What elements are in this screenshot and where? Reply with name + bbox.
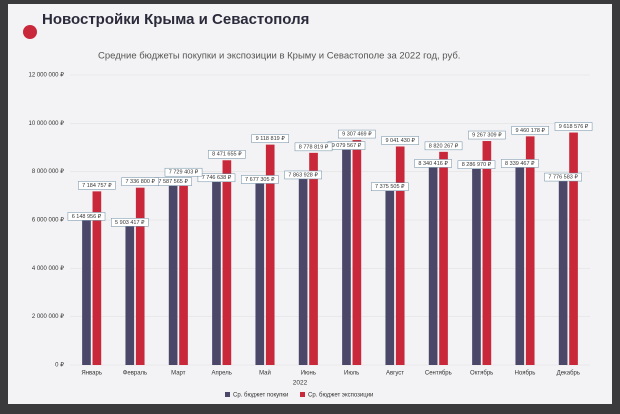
y-tick-label: 6 000 000 ₽ <box>32 217 64 224</box>
value-label: 7 375 505 ₽ <box>375 183 405 190</box>
chart-title: Новостройки Крыма и Севастополя <box>42 11 309 28</box>
bar <box>179 178 188 365</box>
value-label-box <box>251 134 289 143</box>
x-tick-label: Октябрь <box>470 371 493 377</box>
bar <box>439 151 448 365</box>
bar <box>309 152 318 365</box>
value-label-box <box>424 141 463 151</box>
x-tick-label: Май <box>259 370 271 377</box>
value-label: 7 776 583 ₽ <box>548 174 578 181</box>
value-label: 7 184 757 ₽ <box>82 182 112 189</box>
x-tick-label: Ноябрь <box>515 371 536 377</box>
bar <box>352 140 362 365</box>
value-label: 5 903 417 ₽ <box>115 219 145 226</box>
value-label-box <box>67 212 106 221</box>
y-tick-label: 12 000 000 ₽ <box>28 72 64 79</box>
x-tick-label: Февраль <box>123 371 147 377</box>
y-tick-label: 8 000 000 ₽ <box>32 168 64 175</box>
legend-label: Ср. бюджет покупки <box>233 393 288 399</box>
x-tick-label: Сентябрь <box>425 371 452 377</box>
x-tick-label: Январь <box>81 371 102 377</box>
y-tick-label: 4 000 000 ₽ <box>32 265 64 272</box>
bar <box>212 177 221 365</box>
value-label: 7 677 305 ₽ <box>245 176 275 183</box>
bar <box>482 141 492 365</box>
value-label: 9 267 309 ₽ <box>472 131 502 138</box>
value-label: 7 729 403 ₽ <box>169 169 199 176</box>
bar <box>265 144 275 365</box>
value-label: 6 148 956 ₽ <box>72 213 102 220</box>
value-label-box <box>371 182 409 192</box>
value-label-box <box>284 170 322 180</box>
bar <box>82 216 91 365</box>
bar <box>525 136 535 365</box>
value-label-box <box>544 172 582 182</box>
value-label-box <box>381 136 419 145</box>
value-label-box <box>208 150 246 159</box>
value-label-box <box>511 126 549 135</box>
bar <box>472 164 481 365</box>
bar <box>222 160 232 365</box>
value-label: 7 746 638 ₽ <box>202 174 232 181</box>
value-label-box <box>338 129 376 139</box>
x-tick-label: Июнь <box>301 371 316 377</box>
value-label-box <box>554 122 593 131</box>
value-label-box <box>111 218 149 227</box>
bar <box>515 163 525 365</box>
bar <box>255 179 265 365</box>
value-label: 9 079 567 ₽ <box>332 142 362 149</box>
bar <box>168 181 178 365</box>
value-label-box <box>468 130 506 140</box>
value-label-box <box>121 177 159 186</box>
bar <box>135 187 145 365</box>
value-label: 8 339 467 ₽ <box>505 160 535 167</box>
value-label-box <box>457 160 496 169</box>
x-tick-label: Июль <box>344 371 359 377</box>
x-axis-label: 2022 <box>293 380 308 387</box>
bar <box>92 191 102 365</box>
value-label: 8 778 819 ₽ <box>299 143 329 150</box>
logo-dot <box>23 25 37 39</box>
bar <box>558 177 568 365</box>
value-label: 9 118 819 ₽ <box>256 135 286 142</box>
value-label: 8 340 416 ₽ <box>418 160 448 167</box>
x-tick-label: Апрель <box>211 371 231 377</box>
value-label-box <box>164 167 203 177</box>
value-label-box <box>197 173 236 183</box>
y-tick-label: 0 ₽ <box>55 362 64 369</box>
value-label: 7 587 565 ₽ <box>158 178 188 185</box>
value-label-box <box>414 159 452 168</box>
bar <box>385 186 395 365</box>
bar <box>428 163 438 365</box>
bar <box>125 222 135 365</box>
legend-swatch <box>300 392 305 397</box>
bar <box>342 145 351 365</box>
x-tick-label: Декабрь <box>557 371 580 377</box>
value-label: 9 041 430 ₽ <box>385 137 415 144</box>
value-label: 8 471 655 ₽ <box>212 151 242 158</box>
value-label: 9 460 178 ₽ <box>515 127 545 134</box>
value-label-box <box>78 181 116 190</box>
value-label: 9 618 576 ₽ <box>559 123 589 130</box>
value-label: 9 307 469 ₽ <box>342 131 372 138</box>
value-label-box <box>294 142 333 152</box>
y-tick-label: 2 000 000 ₽ <box>32 313 64 320</box>
value-label-box <box>501 159 539 168</box>
chart-subtitle: Средние бюджеты покупки и экспозиции в К… <box>98 51 460 62</box>
value-label: 8 820 267 ₽ <box>429 142 459 149</box>
legend-swatch <box>225 392 230 397</box>
legend-label: Ср. бюджет экспозиции <box>308 393 373 399</box>
value-label: 7 336 800 ₽ <box>125 178 155 185</box>
bar <box>395 146 405 365</box>
x-tick-label: Март <box>171 371 186 377</box>
bar <box>569 132 578 365</box>
value-label: 7 863 928 ₽ <box>288 171 318 178</box>
value-label-box <box>241 175 279 184</box>
x-tick-label: Август <box>386 371 404 377</box>
y-tick-label: 10 000 000 ₽ <box>28 120 64 127</box>
value-label: 8 286 970 ₽ <box>462 161 492 168</box>
bar <box>298 174 308 365</box>
